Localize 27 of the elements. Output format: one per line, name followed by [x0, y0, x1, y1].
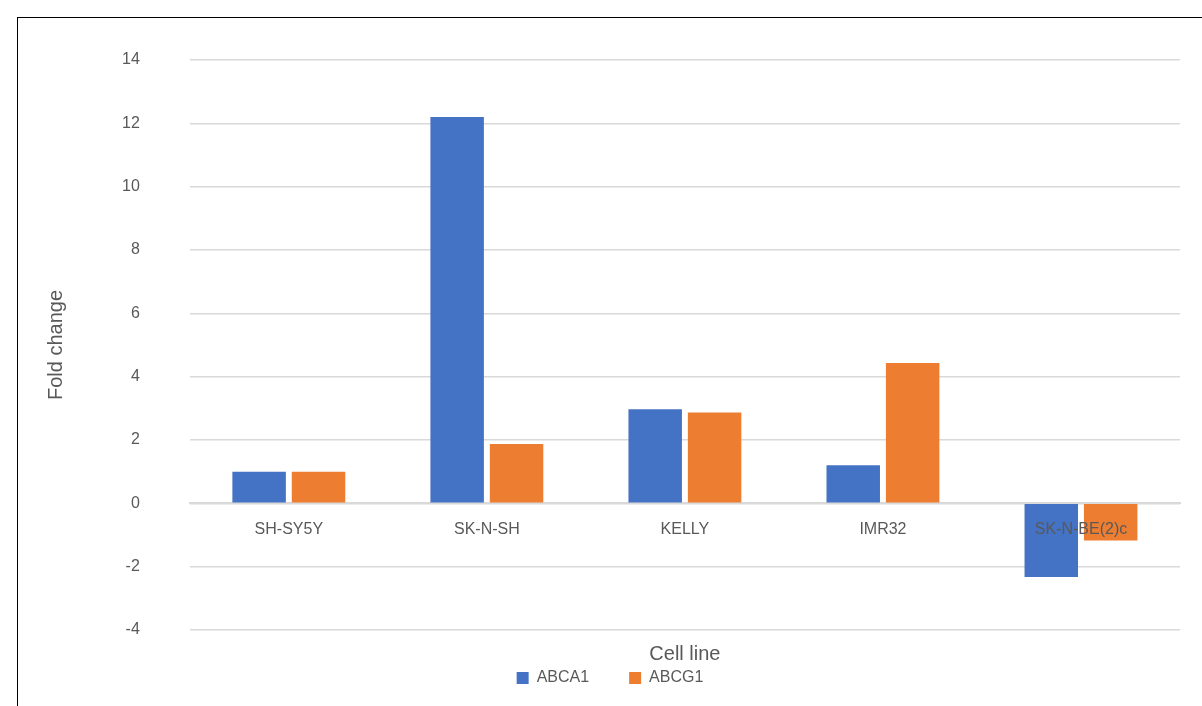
y-tick-label: 10: [122, 177, 140, 195]
bar: [628, 409, 682, 503]
y-tick-label: -4: [125, 620, 140, 638]
bar: [687, 412, 742, 503]
bar: [826, 465, 880, 503]
y-tick-label: 6: [130, 303, 140, 321]
y-tick-label: 14: [122, 50, 140, 68]
bar: [232, 471, 286, 503]
legend-label: ABCA1: [536, 668, 590, 686]
x-axis-title: Cell line: [649, 641, 721, 664]
bar: [291, 471, 346, 503]
y-tick-label: -2: [125, 557, 140, 575]
y-axis-title: Fold change: [43, 289, 66, 401]
bar: [885, 363, 940, 503]
legend-label: ABCG1: [649, 668, 704, 686]
x-tick-label: IMR32: [859, 519, 907, 537]
y-tick-label: 4: [130, 367, 140, 385]
x-tick-label: SK-N-SH: [453, 519, 520, 537]
bar: [430, 117, 484, 503]
bar: [489, 444, 544, 503]
x-tick-label: SH-SY5Y: [254, 519, 324, 537]
x-tick-label: SK-N-BE(2)c: [1034, 519, 1128, 537]
x-tick-label: KELLY: [660, 519, 710, 537]
y-tick-label: 0: [130, 493, 140, 511]
y-tick-label: 2: [130, 430, 140, 448]
y-tick-label: 12: [122, 113, 140, 131]
y-tick-label: 8: [130, 240, 140, 258]
